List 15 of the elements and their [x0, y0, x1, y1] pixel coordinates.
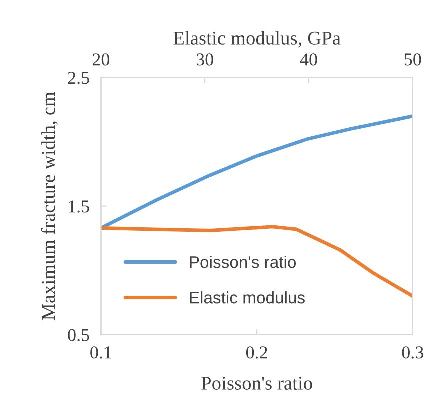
x-tick-label: 0.1: [90, 346, 112, 359]
x2-tick-label: 50: [404, 54, 422, 66]
x2-tick-label: 20: [92, 54, 110, 66]
legend-label: Elastic modulus: [190, 292, 305, 304]
x-tick-label: 0.2: [246, 346, 268, 359]
y-axis-title: Maximum fracture width, cm: [41, 92, 58, 320]
legend-label: Poisson's ratio: [190, 256, 296, 268]
x-tick-label: 0.3: [402, 346, 424, 359]
y-tick-label: 0.5: [68, 329, 90, 342]
y-tick-label: 2.5: [68, 72, 90, 84]
x2-tick-label: 30: [196, 54, 214, 66]
x-axis-title: Poisson's ratio: [202, 376, 312, 390]
x2-tick-label: 40: [300, 54, 318, 66]
x2-axis-title: Elastic modulus, GPa: [174, 31, 341, 48]
y-tick-label: 1.5: [69, 200, 90, 213]
